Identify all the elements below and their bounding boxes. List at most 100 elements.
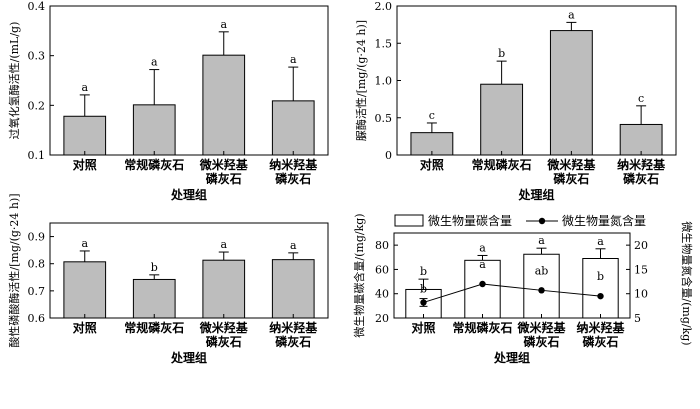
y2-tick-label: 20 <box>634 239 648 252</box>
y2-tick-label: 15 <box>634 263 648 276</box>
legend-label-nitrogen: 微生物量氮含量 <box>562 213 646 228</box>
y-tick-label: 1.0 <box>375 75 393 88</box>
bar <box>63 115 107 156</box>
y-tick-label: 0.1 <box>28 149 46 162</box>
significance-label: a <box>597 235 604 248</box>
y-axis-label: 脲酶活性/[mg/(g·24 h)] <box>354 20 368 141</box>
y-tick-label: 0.8 <box>28 258 46 271</box>
significance-label: a <box>290 53 297 66</box>
y-tick-label: 0.5 <box>375 112 393 125</box>
y-tick-label: 2.0 <box>375 0 393 13</box>
bar <box>202 54 246 156</box>
x-tick-label: 纳米羟基 <box>617 157 666 172</box>
x-tick-label: 对照 <box>411 320 435 335</box>
y-tick-label: 0.7 <box>28 285 46 298</box>
x-tick-label: 微米羟基 <box>546 157 596 172</box>
x-tick-label: 常规磷灰石 <box>124 157 184 172</box>
significance-label-line: a <box>479 258 486 271</box>
y-tick-label: 40 <box>375 288 389 301</box>
x-tick-label: 微米羟基 <box>199 157 249 172</box>
bar <box>271 259 315 319</box>
x-tick-label: 对照 <box>73 320 97 335</box>
series-point-nitrogen <box>420 299 427 306</box>
x-tick-label: 磷灰石 <box>275 334 311 349</box>
series-point-nitrogen <box>597 292 604 300</box>
bar <box>582 258 619 319</box>
bar <box>132 278 176 319</box>
x-axis-label: 处理组 <box>170 187 207 202</box>
x-tick-label: 微米羟基 <box>516 320 566 335</box>
significance-label: a <box>151 56 158 69</box>
bar <box>271 100 315 156</box>
significance-label: a <box>290 239 297 252</box>
significance-label: c <box>429 109 435 122</box>
bar <box>619 123 663 156</box>
y-axis-label: 微生物量碳含量/(mg/kg) <box>352 213 366 337</box>
y-tick-label: 0.3 <box>28 50 46 63</box>
x-tick-label: 磷灰石 <box>206 171 242 186</box>
significance-label: b <box>151 261 158 274</box>
bar <box>464 259 501 319</box>
y-tick-label: 80 <box>375 239 389 252</box>
significance-label: a <box>220 18 227 31</box>
x-tick-label: 磷灰石 <box>523 334 559 349</box>
significance-label: b <box>498 47 505 60</box>
y-tick-label: 0.9 <box>28 231 46 244</box>
legend: 微生物量碳含量 微生物量氮含量 <box>394 213 646 228</box>
plot-frame <box>49 5 329 156</box>
significance-label: a <box>479 241 486 254</box>
legend-marker-nitrogen <box>538 217 546 225</box>
plot-frame <box>393 232 631 319</box>
significance-label: a <box>220 238 227 251</box>
x-tick-label: 纳米羟基 <box>576 320 625 335</box>
y2-tick-label: 10 <box>634 288 648 301</box>
series-line-nitrogen <box>423 283 601 303</box>
legend-swatch-carbon <box>394 214 424 227</box>
y-tick-label: 0.6 <box>28 312 46 325</box>
bar <box>63 261 107 319</box>
x-tick-label: 磷灰石 <box>623 171 659 186</box>
x-tick-label: 磷灰石 <box>275 171 311 186</box>
x-tick-label: 对照 <box>73 157 97 172</box>
x-tick-label: 常规磷灰石 <box>124 320 184 335</box>
bar <box>132 104 176 156</box>
significance-label-line: b <box>420 283 427 296</box>
x-tick-label: 纳米羟基 <box>269 320 318 335</box>
y-tick-label: 0.4 <box>28 0 46 13</box>
panel-acid-phosphatase-activity: aba a0.60.70.80.9对照 常规磷灰石 微米羟基磷灰石纳米羟基磷灰石酸性磷… <box>7 193 329 365</box>
series-point-nitrogen <box>479 280 486 288</box>
significance-label-line: b <box>597 270 604 283</box>
y-axis-label: 酸性磷酸酶活性/[mg/(g·24 h)] <box>7 193 21 347</box>
legend-label-carbon: 微生物量碳含量 <box>428 213 512 228</box>
x-tick-label: 磷灰石 <box>582 334 618 349</box>
y-tick-label: 60 <box>375 263 389 276</box>
y-tick-label: 20 <box>375 312 389 325</box>
x-axis-label: 处理组 <box>517 187 554 202</box>
plot-frame <box>49 222 329 319</box>
series-point-nitrogen <box>538 287 545 294</box>
x-tick-label: 常规磷灰石 <box>472 157 532 172</box>
y-tick-label: 1.5 <box>375 37 393 50</box>
significance-label-line: ab <box>535 264 549 277</box>
x-tick-label: 对照 <box>420 157 444 172</box>
bar <box>480 83 524 156</box>
x-axis-label: 处理组 <box>493 350 530 365</box>
x-tick-label: 磷灰石 <box>206 334 242 349</box>
significance-label: a <box>538 234 545 247</box>
significance-label: b <box>420 265 427 278</box>
y-axis-label: 过氧化氢酶活性/(mL/g) <box>7 22 21 140</box>
x-tick-label: 常规磷灰石 <box>452 320 512 335</box>
significance-label: a <box>81 237 88 250</box>
y-tick-label: 0 <box>385 149 392 162</box>
bar <box>549 30 593 156</box>
x-tick-label: 磷灰石 <box>553 171 589 186</box>
y-tick-label: 0.2 <box>28 99 46 112</box>
bar <box>202 259 246 319</box>
significance-label: a <box>568 8 575 21</box>
significance-label: c <box>638 92 644 105</box>
significance-label: a <box>81 81 88 94</box>
y2-axis-label: 微生物量氮含量/(mg/kg) <box>680 221 694 345</box>
